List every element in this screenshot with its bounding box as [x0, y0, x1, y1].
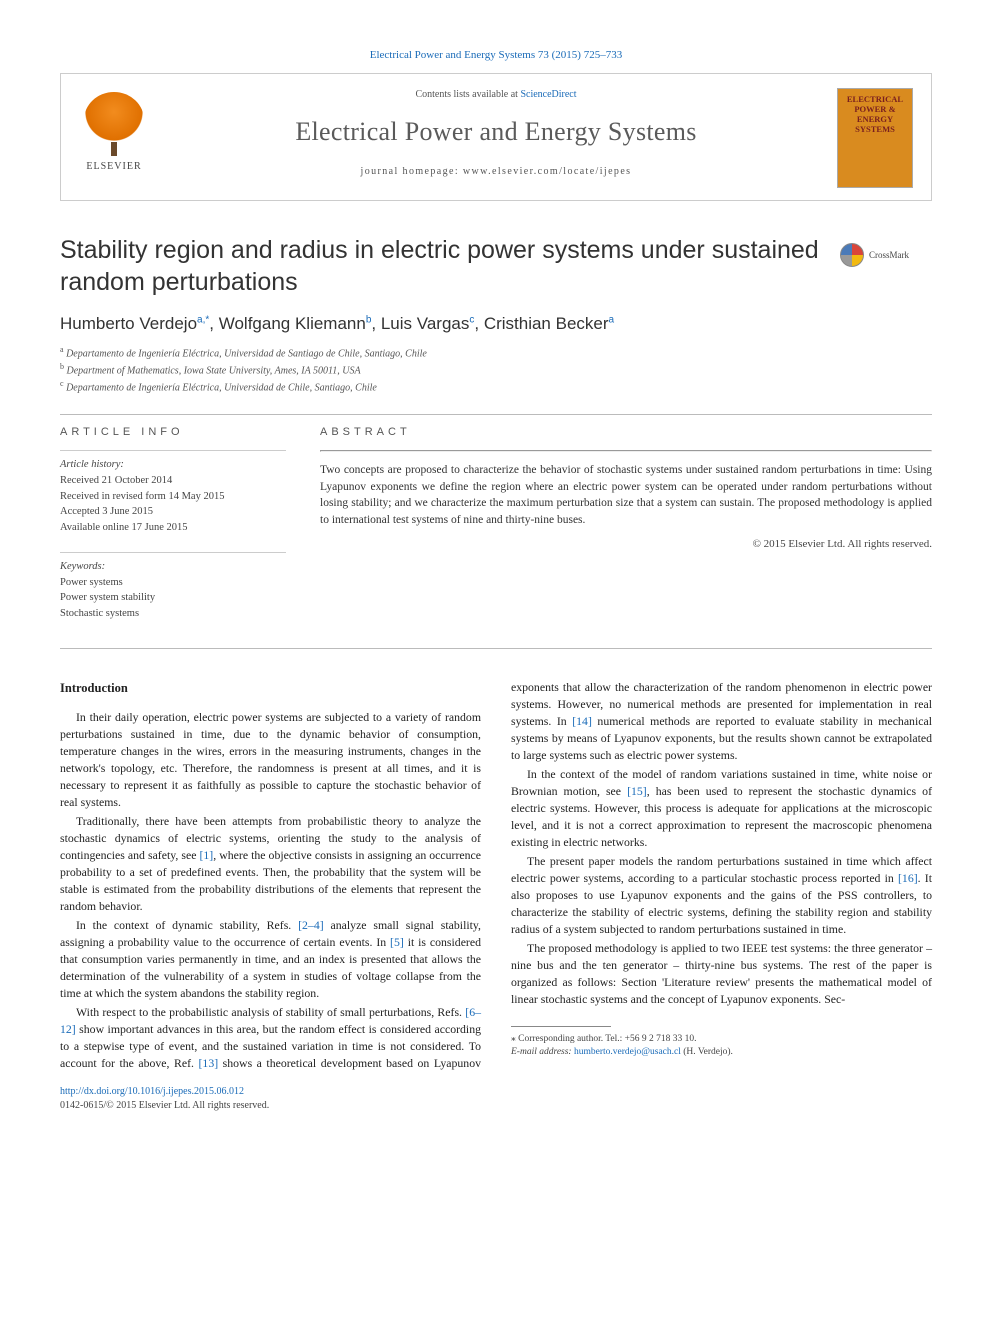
crossmark-icon: [840, 243, 864, 267]
footnote-divider: [511, 1026, 611, 1027]
divider: [60, 414, 932, 415]
article-history-heading: Article history:: [60, 457, 286, 473]
footnotes: ⁎ Corresponding author. Tel.: +56 9 2 71…: [511, 1033, 932, 1060]
article-body: Introduction In their daily operation, e…: [60, 679, 932, 1072]
body-paragraph: In the context of the model of random va…: [511, 766, 932, 851]
divider: [60, 648, 932, 649]
abstract-text: Two concepts are proposed to characteriz…: [320, 462, 932, 529]
contents-line: Contents lists available at ScienceDirec…: [79, 88, 913, 102]
masthead: ELSEVIER ELECTRICAL POWER & ENERGY SYSTE…: [60, 73, 932, 201]
corresponding-author: ⁎ Corresponding author. Tel.: +56 9 2 71…: [511, 1033, 932, 1046]
abstract-copyright: © 2015 Elsevier Ltd. All rights reserved…: [320, 537, 932, 552]
keyword: Stochastic systems: [60, 606, 286, 622]
crossmark-badge[interactable]: CrossMark: [840, 241, 932, 269]
citation-ref[interactable]: [16]: [898, 871, 918, 885]
article-info-label: ARTICLE INFO: [60, 425, 286, 440]
history-revised: Received in revised form 14 May 2015: [60, 489, 286, 505]
abstract-label: ABSTRACT: [320, 425, 932, 440]
body-paragraph: The present paper models the random pert…: [511, 853, 932, 938]
journal-name: Electrical Power and Energy Systems: [79, 114, 913, 150]
issn-copyright: 0142-0615/© 2015 Elsevier Ltd. All right…: [60, 1099, 932, 1113]
citation-ref[interactable]: [13]: [199, 1056, 219, 1070]
citation-ref[interactable]: [14]: [572, 714, 592, 728]
page-footer: http://dx.doi.org/10.1016/j.ijepes.2015.…: [60, 1085, 932, 1113]
article-title: Stability region and radius in electric …: [60, 235, 932, 298]
journal-homepage: journal homepage: www.elsevier.com/locat…: [79, 165, 913, 179]
keywords-heading: Keywords:: [60, 559, 286, 575]
author-email-link[interactable]: humberto.verdejo@usach.cl: [574, 1047, 681, 1057]
elsevier-logo: ELSEVIER: [79, 92, 149, 178]
doi-link[interactable]: http://dx.doi.org/10.1016/j.ijepes.2015.…: [60, 1086, 244, 1097]
history-received: Received 21 October 2014: [60, 473, 286, 489]
citation-ref[interactable]: [5]: [390, 935, 404, 949]
citation-ref[interactable]: [15]: [627, 784, 647, 798]
citation-ref[interactable]: [2–4]: [298, 918, 324, 932]
article-info-column: ARTICLE INFO Article history: Received 2…: [60, 425, 286, 638]
citation-ref[interactable]: [1]: [199, 848, 213, 862]
keyword: Power systems: [60, 575, 286, 591]
history-accepted: Accepted 3 June 2015: [60, 504, 286, 520]
sciencedirect-link[interactable]: ScienceDirect: [520, 89, 576, 100]
abstract-column: ABSTRACT Two concepts are proposed to ch…: [320, 425, 932, 638]
journal-cover-thumbnail: ELECTRICAL POWER & ENERGY SYSTEMS: [837, 88, 913, 188]
body-paragraph: In their daily operation, electric power…: [60, 709, 481, 811]
body-paragraph: Traditionally, there have been attempts …: [60, 813, 481, 915]
history-online: Available online 17 June 2015: [60, 520, 286, 536]
keyword: Power system stability: [60, 590, 286, 606]
body-paragraph: The proposed methodology is applied to t…: [511, 940, 932, 1008]
publisher-name: ELSEVIER: [79, 160, 149, 174]
authors-line: Humberto Verdejoa,*, Wolfgang Kliemannb,…: [60, 312, 932, 336]
affiliations: a Departamento de Ingeniería Eléctrica, …: [60, 344, 932, 396]
body-paragraph: In the context of dynamic stability, Ref…: [60, 917, 481, 1002]
citation-header: Electrical Power and Energy Systems 73 (…: [60, 48, 932, 63]
introduction-heading: Introduction: [60, 679, 481, 697]
